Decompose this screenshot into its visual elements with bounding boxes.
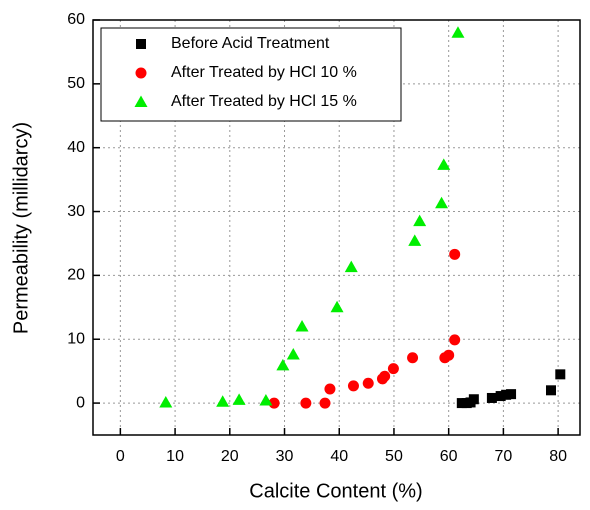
marker-triangle bbox=[232, 393, 246, 405]
marker-triangle bbox=[134, 95, 148, 107]
marker-triangle bbox=[330, 300, 344, 313]
marker-triangle bbox=[295, 319, 309, 332]
x-tick-label: 70 bbox=[494, 448, 512, 465]
marker-circle bbox=[379, 370, 391, 382]
x-tick-label: 10 bbox=[166, 448, 184, 465]
y-axis-title: Permeability (millidarcy) bbox=[10, 122, 32, 334]
marker-circle bbox=[135, 67, 147, 79]
marker-square bbox=[555, 369, 566, 380]
legend-box bbox=[100, 27, 402, 122]
marker-circle bbox=[324, 383, 336, 395]
marker-circle bbox=[300, 397, 312, 409]
x-tick-label: 20 bbox=[221, 448, 239, 465]
marker-square bbox=[545, 385, 556, 396]
marker-triangle bbox=[259, 394, 273, 406]
marker-circle bbox=[407, 352, 419, 364]
marker-square bbox=[468, 394, 479, 405]
marker-circle bbox=[319, 397, 331, 409]
marker-triangle bbox=[276, 358, 290, 371]
marker-circle bbox=[449, 334, 461, 346]
x-tick-label: 0 bbox=[116, 448, 125, 465]
y-tick-label: 30 bbox=[67, 203, 85, 220]
marker-circle bbox=[362, 377, 374, 389]
marker-triangle bbox=[159, 395, 173, 408]
marker-square bbox=[136, 39, 146, 49]
y-tick-label: 50 bbox=[67, 75, 85, 92]
x-tick-label: 60 bbox=[440, 448, 458, 465]
marker-circle bbox=[449, 248, 461, 260]
x-axis-title: Calcite Content (%) bbox=[249, 480, 422, 502]
marker-triangle bbox=[286, 348, 300, 360]
y-tick-label: 60 bbox=[67, 11, 85, 28]
marker-triangle bbox=[216, 395, 230, 407]
y-tick-label: 20 bbox=[67, 267, 85, 284]
y-tick-label: 40 bbox=[67, 139, 85, 156]
marker-circle bbox=[443, 349, 455, 361]
x-tick-label: 40 bbox=[330, 448, 348, 465]
x-tick-label: 30 bbox=[276, 448, 294, 465]
marker-square bbox=[506, 389, 517, 400]
legend-label: After Treated by HCl 15 % bbox=[171, 93, 357, 110]
marker-square bbox=[486, 392, 497, 403]
marker-triangle bbox=[408, 234, 422, 246]
marker-triangle bbox=[451, 26, 465, 38]
marker-triangle bbox=[344, 260, 358, 273]
plot-frame bbox=[92, 19, 581, 436]
x-tick-label: 80 bbox=[549, 448, 567, 465]
marker-triangle bbox=[413, 214, 427, 227]
legend-label: After Treated by HCl 10 % bbox=[171, 64, 357, 81]
marker-square bbox=[495, 391, 506, 402]
marker-triangle bbox=[437, 158, 451, 170]
marker-circle bbox=[347, 380, 359, 392]
marker-circle bbox=[387, 363, 399, 375]
legend-label: Before Acid Treatment bbox=[171, 35, 330, 52]
marker-circle bbox=[268, 397, 280, 409]
y-tick-label: 10 bbox=[67, 330, 85, 347]
y-tick-label: 0 bbox=[76, 394, 85, 411]
marker-triangle bbox=[435, 196, 449, 209]
x-tick-label: 50 bbox=[385, 448, 403, 465]
